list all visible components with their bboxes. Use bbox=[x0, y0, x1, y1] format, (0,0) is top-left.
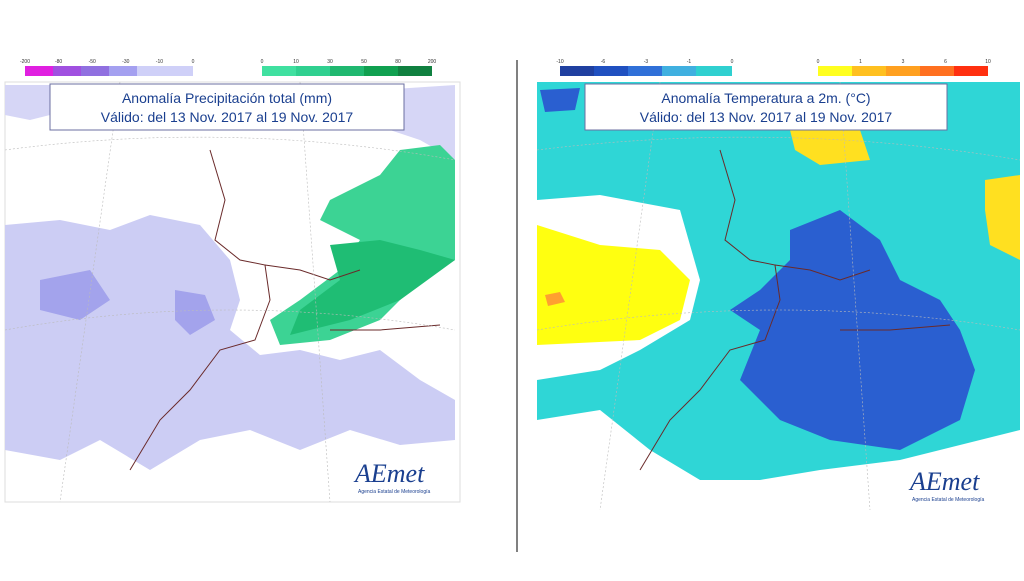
legend-label: 6 bbox=[944, 59, 947, 65]
logo: AEmet bbox=[908, 467, 980, 496]
legend bbox=[25, 66, 432, 76]
swatch bbox=[818, 66, 852, 76]
swatch bbox=[594, 66, 628, 76]
wet-core bbox=[290, 240, 455, 335]
cold-area-north bbox=[540, 88, 580, 112]
swatch bbox=[920, 66, 954, 76]
swatch bbox=[852, 66, 886, 76]
legend-label: -6 bbox=[601, 59, 606, 65]
precipitation-map: Anomalía Precipitación total (mm) Válido… bbox=[4, 81, 461, 503]
title-box bbox=[584, 83, 948, 131]
swatch bbox=[53, 66, 81, 76]
coastline bbox=[639, 149, 951, 471]
swatch bbox=[262, 66, 296, 76]
legend-label: -10 bbox=[556, 59, 563, 65]
legend-label: -50 bbox=[89, 59, 96, 65]
legend-label: -200 bbox=[20, 59, 30, 65]
legend-label: -80 bbox=[55, 59, 62, 65]
dry-area bbox=[5, 215, 455, 470]
swatch bbox=[696, 66, 732, 76]
swatch bbox=[364, 66, 398, 76]
legend-label: 50 bbox=[361, 59, 367, 65]
warm-core bbox=[545, 292, 565, 306]
swatch bbox=[81, 66, 109, 76]
map-title: Anomalía Precipitación total (mm) bbox=[122, 90, 332, 106]
swatch bbox=[398, 66, 432, 76]
legend-label: 0 bbox=[261, 59, 264, 65]
warm-area bbox=[537, 225, 690, 345]
legend-label: 10 bbox=[293, 59, 299, 65]
coastline bbox=[129, 149, 441, 471]
map-title: Anomalía Temperatura a 2m. (°C) bbox=[661, 90, 870, 106]
logo-caption: Agencia Estatal de Meteorología bbox=[358, 489, 430, 495]
title-box bbox=[49, 83, 405, 131]
swatch bbox=[886, 66, 920, 76]
logo-caption: Agencia Estatal de Meteorología bbox=[912, 497, 984, 503]
swatch bbox=[137, 66, 193, 76]
legend-label: 3 bbox=[902, 59, 905, 65]
legend-label: 0 bbox=[192, 59, 195, 65]
legend-label: 10 bbox=[985, 59, 991, 65]
legend-label: 0 bbox=[817, 59, 820, 65]
swatch bbox=[330, 66, 364, 76]
swatch bbox=[25, 66, 53, 76]
map-subtitle: Válido: del 13 Nov. 2017 al 19 Nov. 2017 bbox=[640, 109, 893, 125]
legend-label: -1 bbox=[687, 59, 692, 65]
swatch bbox=[560, 66, 594, 76]
dry-core bbox=[40, 270, 215, 335]
legend-label: 80 bbox=[395, 59, 401, 65]
logo: AEmet bbox=[353, 459, 425, 488]
swatch bbox=[109, 66, 137, 76]
legend-label: 200 bbox=[428, 59, 437, 65]
legend-label: -30 bbox=[122, 59, 129, 65]
swatch bbox=[954, 66, 988, 76]
map-subtitle: Válido: del 13 Nov. 2017 al 19 Nov. 2017 bbox=[101, 109, 354, 125]
legend-label: -10 bbox=[156, 59, 163, 65]
neutral-area-south bbox=[537, 410, 1020, 510]
legend-label: 30 bbox=[327, 59, 333, 65]
swatch bbox=[662, 66, 696, 76]
legend bbox=[560, 66, 988, 76]
legend-label: 1 bbox=[859, 59, 862, 65]
swatch bbox=[628, 66, 662, 76]
warm-area-north bbox=[790, 130, 1020, 260]
legend-label: 0 bbox=[731, 59, 734, 65]
graticule bbox=[4, 81, 456, 503]
temperature-map: Anomalía Temperatura a 2m. (°C) Válido: … bbox=[536, 81, 1021, 511]
swatch bbox=[296, 66, 330, 76]
legend-label: -3 bbox=[644, 59, 649, 65]
